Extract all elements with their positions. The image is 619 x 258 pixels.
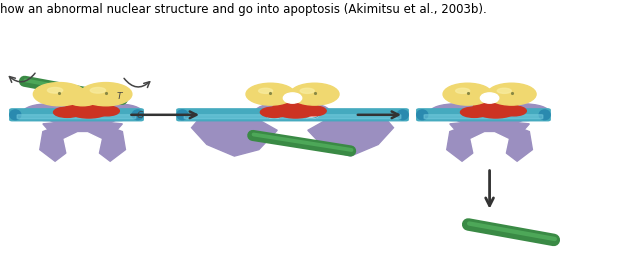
Ellipse shape — [10, 110, 21, 120]
Ellipse shape — [473, 99, 519, 118]
Ellipse shape — [272, 99, 319, 118]
Ellipse shape — [90, 104, 142, 120]
Polygon shape — [447, 121, 477, 161]
Circle shape — [266, 111, 282, 118]
Ellipse shape — [300, 88, 314, 93]
Polygon shape — [95, 121, 126, 161]
Ellipse shape — [261, 107, 288, 117]
Ellipse shape — [66, 99, 111, 118]
Ellipse shape — [487, 83, 536, 105]
Ellipse shape — [430, 104, 482, 120]
Ellipse shape — [95, 106, 119, 116]
Ellipse shape — [417, 110, 428, 120]
Polygon shape — [308, 110, 394, 156]
Ellipse shape — [497, 104, 549, 120]
Ellipse shape — [259, 88, 272, 93]
Ellipse shape — [290, 83, 339, 105]
Polygon shape — [450, 121, 529, 150]
FancyBboxPatch shape — [417, 109, 550, 121]
Polygon shape — [43, 121, 123, 150]
Ellipse shape — [80, 83, 132, 106]
Polygon shape — [502, 121, 532, 161]
Ellipse shape — [502, 106, 526, 116]
FancyBboxPatch shape — [424, 115, 543, 119]
Ellipse shape — [132, 110, 143, 120]
Ellipse shape — [71, 98, 95, 106]
Ellipse shape — [33, 83, 85, 106]
Ellipse shape — [480, 93, 499, 103]
Ellipse shape — [177, 110, 188, 120]
Text: T: T — [116, 92, 122, 101]
Ellipse shape — [443, 83, 492, 105]
Ellipse shape — [284, 93, 301, 103]
Polygon shape — [40, 121, 71, 161]
Ellipse shape — [301, 106, 326, 116]
Ellipse shape — [256, 102, 329, 120]
Polygon shape — [64, 133, 101, 157]
Ellipse shape — [461, 107, 488, 117]
Ellipse shape — [23, 104, 75, 120]
FancyBboxPatch shape — [10, 109, 143, 121]
Ellipse shape — [456, 88, 470, 93]
Ellipse shape — [397, 110, 408, 120]
Ellipse shape — [90, 87, 106, 93]
Text: how an abnormal nuclear structure and go into apoptosis (Akimitsu et al., 2003b): how an abnormal nuclear structure and go… — [0, 3, 487, 15]
Ellipse shape — [453, 106, 526, 126]
Ellipse shape — [46, 106, 119, 126]
Ellipse shape — [539, 110, 550, 120]
Text: G: G — [136, 111, 144, 120]
Polygon shape — [471, 133, 508, 157]
Polygon shape — [191, 110, 277, 156]
Ellipse shape — [497, 88, 511, 93]
Ellipse shape — [246, 83, 295, 105]
Ellipse shape — [54, 107, 81, 117]
Circle shape — [303, 111, 319, 118]
FancyBboxPatch shape — [17, 115, 136, 119]
FancyBboxPatch shape — [177, 109, 408, 121]
FancyBboxPatch shape — [184, 115, 401, 119]
Ellipse shape — [48, 87, 63, 93]
